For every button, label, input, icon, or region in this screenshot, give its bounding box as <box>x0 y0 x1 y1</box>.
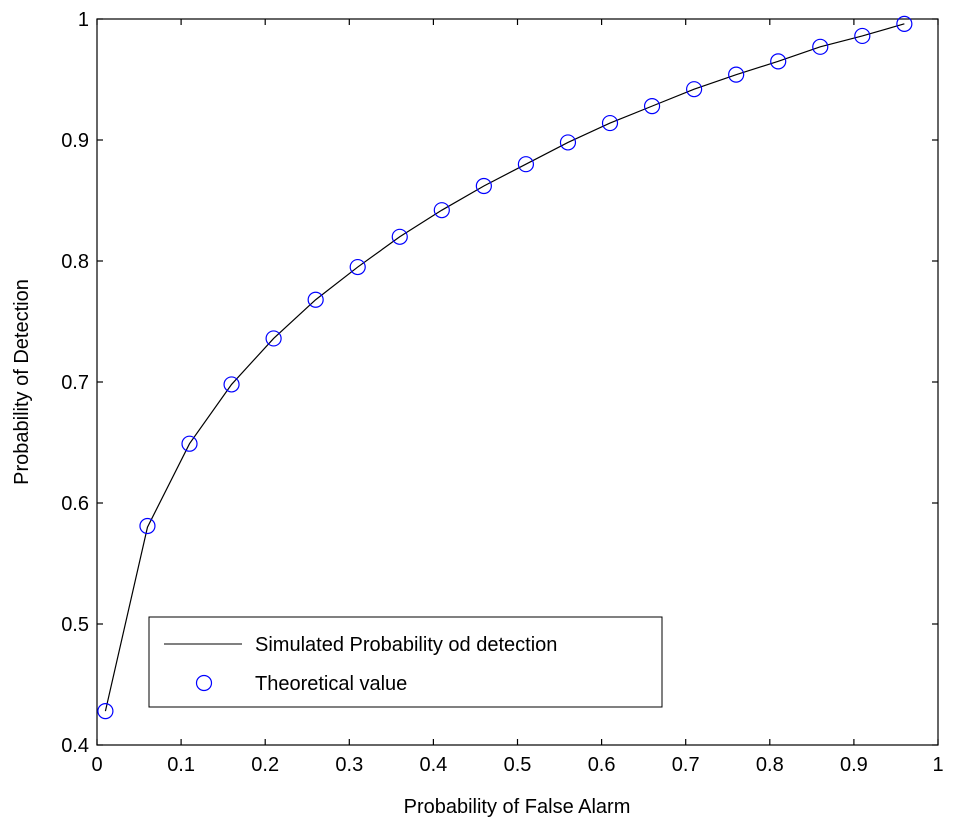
axis-ticks <box>96 18 939 746</box>
x-tick-label: 0.5 <box>504 754 532 776</box>
x-tick-label: 0.6 <box>588 754 616 776</box>
data-point <box>896 15 913 32</box>
data-series <box>97 15 913 720</box>
data-point <box>601 114 619 132</box>
x-tick-label: 0.3 <box>335 754 363 776</box>
data-point <box>812 38 829 55</box>
data-point <box>97 703 114 720</box>
legend: Simulated Probability od detection Theor… <box>148 616 663 708</box>
data-point <box>517 156 535 173</box>
x-tick-label: 0.8 <box>756 754 784 776</box>
data-point <box>223 376 240 393</box>
y-tick-label: 0.5 <box>61 614 89 636</box>
legend-circle-swatch <box>195 674 213 692</box>
x-tick-label: 0.7 <box>672 754 700 776</box>
data-point <box>349 258 366 276</box>
data-point <box>181 435 198 452</box>
data-point <box>770 53 787 70</box>
legend-label-theoretical: Theoretical value <box>255 673 407 695</box>
x-tick-label: 0.1 <box>167 754 195 776</box>
x-tick-label: 0 <box>91 754 102 776</box>
x-tick-label: 0.4 <box>419 754 447 776</box>
data-point <box>643 98 661 115</box>
y-tick-label: 0.4 <box>61 735 89 757</box>
x-tick-label: 0.2 <box>251 754 279 776</box>
y-tick-label: 0.6 <box>61 493 89 515</box>
x-tick-label: 0.9 <box>840 754 868 776</box>
y-axis-label: Probability of Detection <box>11 279 33 485</box>
x-tick-label: 1 <box>932 754 943 776</box>
data-point <box>728 66 745 83</box>
data-point <box>139 517 156 535</box>
data-point <box>559 134 577 151</box>
legend-box <box>148 616 663 708</box>
y-tick-label: 0.8 <box>61 251 89 273</box>
data-point <box>433 202 450 219</box>
data-point <box>391 228 408 245</box>
y-tick-label: 0.9 <box>61 130 89 152</box>
data-point <box>854 27 871 45</box>
data-point <box>686 81 703 98</box>
y-tick-label: 1 <box>78 9 89 31</box>
series-1 <box>97 15 913 720</box>
legend-label-simulated: Simulated Probability od detection <box>255 634 557 656</box>
tick-labels: 0 0.1 0.2 0.3 0.4 0.5 0.6 0.7 0.8 0.9 1 0.4 0.5 0.6 0.… <box>61 9 943 776</box>
data-point <box>307 291 324 308</box>
data-point <box>475 177 492 195</box>
data-point <box>265 330 282 347</box>
y-tick-label: 0.7 <box>61 372 89 394</box>
x-axis-label: Probability of False Alarm <box>404 796 631 818</box>
